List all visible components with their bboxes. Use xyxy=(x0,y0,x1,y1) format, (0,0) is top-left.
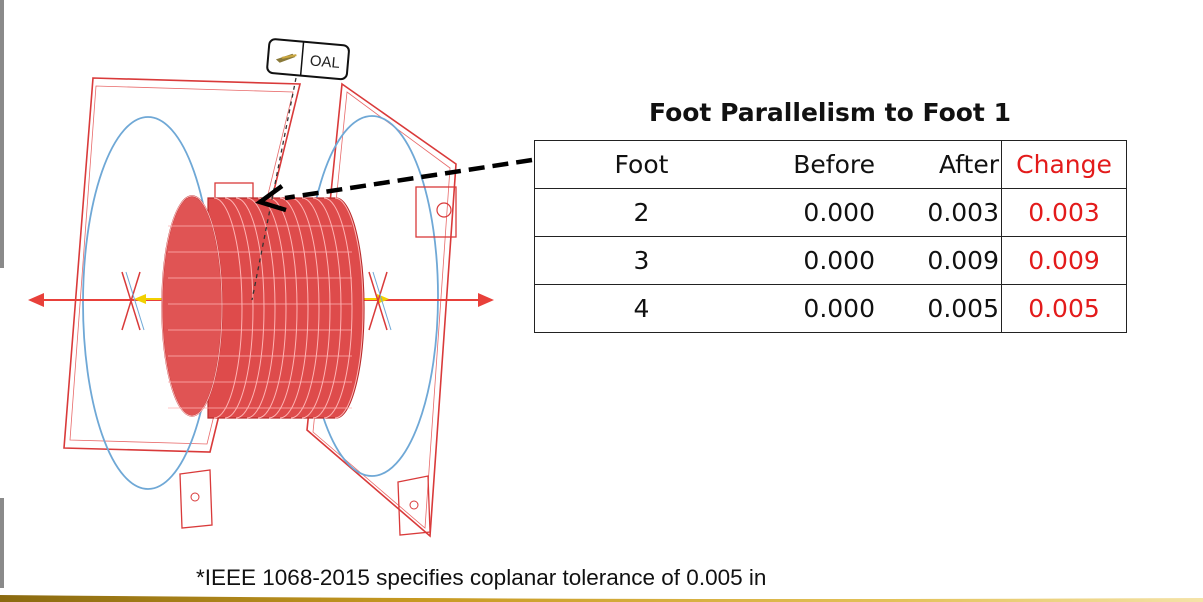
table-row: 4 0.000 0.005 0.005 xyxy=(534,284,1127,333)
cell-change: 0.005 xyxy=(1001,284,1127,333)
coil-winding xyxy=(257,197,287,419)
header-change: Change xyxy=(1001,140,1127,189)
right-tab xyxy=(415,186,457,238)
header-after: After xyxy=(938,150,999,179)
header-before: Before xyxy=(793,150,875,179)
cell-foot: 4 xyxy=(534,284,748,333)
left-edge-bar-bottom xyxy=(0,498,4,588)
coil-winding xyxy=(323,197,353,419)
oal-callout: OAL xyxy=(266,38,350,81)
cell-after: 0.005 xyxy=(927,294,999,323)
coil-winding xyxy=(279,197,309,419)
pointer-arrow-line xyxy=(284,157,533,201)
bottom-right-tab xyxy=(397,475,431,536)
left-foot-plane-inner xyxy=(69,85,294,445)
cell-before: 0.000 xyxy=(803,198,875,227)
table-row: 2 0.000 0.003 0.003 xyxy=(534,188,1127,237)
cell-foot: 3 xyxy=(534,236,748,285)
bottom-left-tab-circle xyxy=(190,492,200,502)
right-tab-circle xyxy=(436,202,452,218)
table-row: 3 0.000 0.009 0.009 xyxy=(534,236,1127,285)
cell-before: 0.000 xyxy=(803,246,875,275)
bottom-left-tab xyxy=(179,469,213,529)
callout-leader xyxy=(251,77,297,301)
cell-foot: 2 xyxy=(534,188,748,237)
header-foot: Foot xyxy=(534,140,748,189)
coil-winding xyxy=(334,197,364,419)
right-x-mark xyxy=(368,271,392,331)
wrench-icon xyxy=(275,53,297,63)
parallelism-table: Foot Before After Change 2 0.000 0.003 0… xyxy=(534,140,1127,333)
axis-arrow-left xyxy=(28,293,44,307)
axis-arrow-right xyxy=(478,293,494,307)
axis-yellow-arrow-left xyxy=(134,294,146,304)
left-edge-bar-top xyxy=(0,0,4,268)
table-header-row: Foot Before After Change xyxy=(534,140,1127,189)
cell-change: 0.009 xyxy=(1001,236,1127,285)
coil-winding xyxy=(290,197,320,419)
coil-winding xyxy=(224,197,254,419)
coil-cylinder xyxy=(161,195,365,419)
bottom-right-tab-circle xyxy=(409,500,419,510)
table-title: Foot Parallelism to Foot 1 xyxy=(649,98,1011,127)
cell-after: 0.009 xyxy=(927,246,999,275)
left-foot-plane xyxy=(63,77,302,453)
bottom-decorative-band xyxy=(0,595,1203,602)
oal-label: OAL xyxy=(309,52,340,72)
pointer-arrow-head xyxy=(255,184,287,213)
coil-winding xyxy=(301,197,331,419)
cell-after: 0.003 xyxy=(927,198,999,227)
coil-winding xyxy=(312,197,342,419)
footnote: *IEEE 1068-2015 specifies coplanar toler… xyxy=(196,565,767,590)
cell-change: 0.003 xyxy=(1001,188,1127,237)
left-x-mark xyxy=(121,271,145,331)
coil-winding xyxy=(213,197,243,419)
coil-winding xyxy=(246,197,276,419)
cell-before: 0.000 xyxy=(803,294,875,323)
coil-winding xyxy=(235,197,265,419)
